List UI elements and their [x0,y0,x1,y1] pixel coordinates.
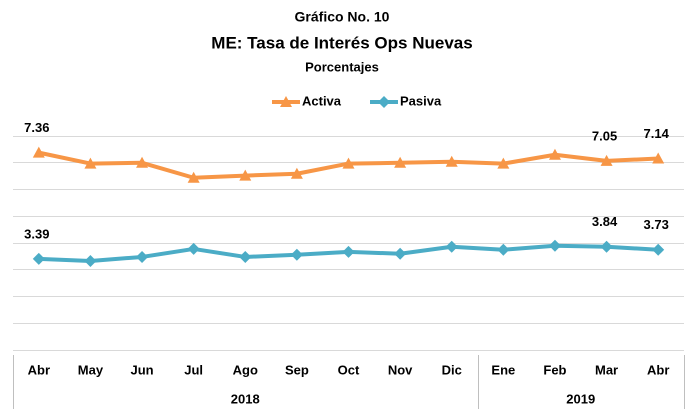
line-marker [342,157,355,169]
legend-label: Activa [302,93,342,108]
x-tick-label: Jul [184,362,203,377]
line-marker [84,157,97,169]
line-marker [187,242,200,255]
x-group-label: 2018 [231,391,260,406]
line-marker [136,250,149,263]
line-marker [290,167,303,179]
data-label: 3.73 [644,217,669,232]
legend-label: Pasiva [400,93,442,108]
data-label: 3.84 [592,214,618,229]
x-tick-label: Dic [442,362,462,377]
unit-label: Porcentajes [305,59,379,74]
line-marker [290,248,303,261]
line-marker [445,240,458,253]
line-marker [187,171,200,183]
x-tick-label: Abr [647,362,669,377]
line-marker [239,169,252,181]
data-label: 7.36 [24,120,49,135]
data-label: 7.14 [644,126,670,141]
chart-subtitle: ME: Tasa de Interés Ops Nuevas [211,33,472,52]
x-tick-label: Nov [388,362,413,377]
legend-marker [280,96,292,107]
x-tick-label: Feb [543,362,566,377]
line-marker [84,254,97,267]
line-marker [239,250,252,263]
line-marker [342,245,355,258]
x-tick-label: Sep [285,362,309,377]
line-marker [445,155,458,167]
chart-title: Gráfico No. 10 [295,9,390,25]
x-tick-label: Ene [491,362,515,377]
line-marker [32,252,45,265]
line-marker [600,240,613,253]
line-marker [548,239,561,252]
x-tick-label: Mar [595,362,618,377]
x-group-label: 2019 [566,391,595,406]
x-tick-label: Abr [28,362,50,377]
x-tick-label: Oct [338,362,360,377]
legend-marker [378,96,390,108]
x-tick-label: Jun [130,362,153,377]
line-marker [497,157,510,169]
line-marker [394,156,407,168]
line-marker [652,152,665,164]
data-label: 3.39 [24,226,49,241]
line-marker [548,148,561,160]
data-label: 7.05 [592,128,617,143]
line-marker [394,247,407,260]
line-marker [600,154,613,166]
line-marker [32,146,45,158]
line-marker [136,156,149,168]
line-marker [652,243,665,256]
x-tick-label: Ago [233,362,258,377]
x-tick-label: May [78,362,104,377]
line-marker [497,243,510,256]
